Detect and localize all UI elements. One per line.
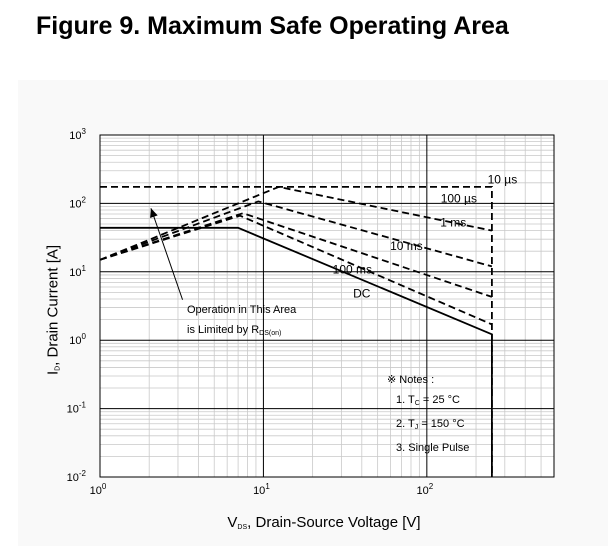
plot-frame bbox=[99, 134, 555, 478]
series-label: 100 ms bbox=[333, 262, 372, 276]
chart-svg: 100 101 102 103 102 101 100 10-1 10-2 10 µs 100 µs… bbox=[67, 127, 555, 497]
note-item: 2. TJ = 150 °C bbox=[396, 418, 465, 431]
x-tick-label: 100 bbox=[90, 482, 107, 497]
note-item: 3. Single Pulse bbox=[396, 442, 470, 454]
plot-background bbox=[100, 135, 554, 477]
y-tick-label: 100 bbox=[69, 332, 86, 347]
y-axis-label: ID, Drain Current [A] bbox=[44, 244, 62, 376]
y-tick-label: 10-2 bbox=[67, 469, 87, 484]
series-line bbox=[100, 226, 493, 477]
x-tick-label: 101 bbox=[253, 482, 270, 497]
notes-box: ※ Notes : 1. TC = 25 °C 2. TJ = 150 °C 3… bbox=[383, 370, 469, 458]
notes-heading: ※ Notes : bbox=[387, 374, 435, 386]
series-line bbox=[99, 214, 493, 326]
y-tick-label: 10-1 bbox=[67, 401, 87, 416]
y-tick-label: 102 bbox=[69, 195, 86, 210]
annotation-note: Operation in This Area is Limited by RDS… bbox=[187, 300, 296, 344]
series-line bbox=[99, 185, 493, 261]
annotation-line-1: Operation in This Area bbox=[187, 304, 297, 316]
annotation-arrowhead bbox=[150, 208, 158, 219]
series-label: DC bbox=[353, 287, 371, 301]
annotation-arrow bbox=[150, 208, 184, 300]
series-line bbox=[100, 186, 493, 477]
series-label: 1 ms bbox=[440, 215, 466, 229]
series-label: 100 µs bbox=[441, 192, 477, 206]
y-tick-label: 103 bbox=[69, 127, 86, 142]
series-label: 10 ms bbox=[390, 239, 423, 253]
series-label: 10 µs bbox=[488, 173, 518, 187]
annotation-line-2: is Limited by RDS(on) bbox=[187, 324, 282, 337]
series-line bbox=[99, 200, 493, 268]
note-item: 1. TC = 25 °C bbox=[396, 394, 460, 407]
x-tick-label: 102 bbox=[416, 482, 433, 497]
x-axis-label: VDS, Drain-Source Voltage [V] bbox=[227, 514, 421, 531]
y-tick-label: 101 bbox=[69, 264, 86, 279]
chart-title: Figure 9. Maximum Safe Operating Area bbox=[36, 12, 509, 40]
chart-panel: 100 101 102 103 102 101 100 10-1 10-2 10 µs 100 µs… bbox=[18, 80, 608, 546]
